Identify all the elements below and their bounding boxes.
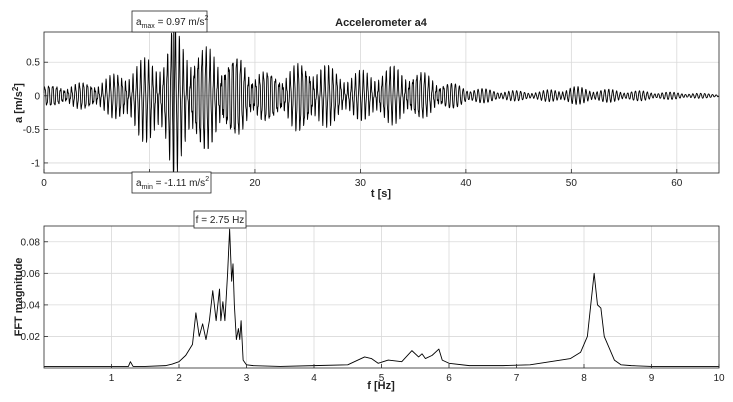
amin-symbol: a bbox=[136, 178, 142, 189]
fft-x-tick-label: 1 bbox=[109, 373, 115, 384]
amax-subscript: max bbox=[142, 23, 156, 30]
time-history-x-tick-label: 60 bbox=[671, 178, 683, 189]
amin-superscript: 2 bbox=[205, 176, 209, 183]
time-history-x-tick-label: 50 bbox=[566, 178, 578, 189]
fft-x-tick-label: 10 bbox=[713, 373, 725, 384]
time-history-x-tick-label: 0 bbox=[41, 178, 47, 189]
peak-frequency-label: f = 2.75 Hz bbox=[196, 215, 245, 226]
time-history-y-tick-label: -0.5 bbox=[23, 125, 41, 136]
fft-y-label: FFT magnitude bbox=[13, 258, 25, 337]
y-label-main: a [m/s bbox=[13, 91, 25, 123]
fft-y-tick-label: 0.06 bbox=[21, 269, 41, 280]
amax-label: amax = 0.97 m/s2 bbox=[136, 15, 209, 30]
annotation-amax: amax = 0.97 m/s2 bbox=[131, 10, 209, 33]
annotation-peak-frequency: f = 2.75 Hz bbox=[193, 210, 247, 229]
y-label-close: ] bbox=[13, 83, 25, 87]
fft-trace bbox=[44, 228, 719, 367]
amin-subscript: min bbox=[142, 184, 153, 191]
time-history-x-tick-label: 30 bbox=[355, 178, 367, 189]
time-history-x-tick-label: 20 bbox=[249, 178, 261, 189]
fft-ticks: 1 2 3 4 5 6 7 8 9 10 0.02 0.04 0.06 0.08 bbox=[21, 237, 725, 384]
fft-y-tick-label: 0.02 bbox=[21, 332, 41, 343]
amax-superscript: 2 bbox=[205, 15, 209, 22]
fft-x-tick-label: 9 bbox=[649, 373, 655, 384]
amin-value: = -1.11 m/s bbox=[153, 178, 205, 189]
amin-box bbox=[131, 171, 212, 194]
time-history-frame bbox=[43, 31, 720, 174]
fft-x-tick-label: 3 bbox=[244, 373, 250, 384]
acceleration-series-line bbox=[43, 24, 720, 182]
fft-x-tick-label: 6 bbox=[446, 373, 452, 384]
fft-y-tick-label: 0.04 bbox=[21, 300, 41, 311]
annotation-amin: amin = -1.11 m/s2 bbox=[131, 171, 212, 194]
fft-series-line bbox=[44, 228, 719, 367]
time-history-y-tick-label: -1 bbox=[31, 158, 40, 169]
time-history-y-tick-label: 0 bbox=[34, 91, 40, 102]
fft-x-tick-label: 4 bbox=[311, 373, 317, 384]
fft-x-tick-label: 8 bbox=[581, 373, 587, 384]
amax-box bbox=[131, 10, 208, 33]
fft-chart: 1 2 3 4 5 6 7 8 9 10 0.02 0.04 0.06 0.08 f [Hz] FFT m… bbox=[13, 210, 725, 392]
y-label-superscript: 2 bbox=[11, 86, 20, 91]
time-history-y-tick-label: 0.5 bbox=[26, 58, 40, 69]
fft-x-label: f [Hz] bbox=[367, 380, 395, 392]
time-history-grid bbox=[43, 32, 719, 173]
peak-frequency-box bbox=[193, 210, 247, 229]
time-history-x-label: t [s] bbox=[371, 188, 392, 200]
fft-x-tick-label: 2 bbox=[176, 373, 182, 384]
amax-value: = 0.97 m/s bbox=[155, 17, 205, 28]
time-history-title: Accelerometer a4 bbox=[335, 17, 428, 29]
amin-label: amin = -1.11 m/s2 bbox=[136, 176, 209, 191]
amax-symbol: a bbox=[136, 17, 142, 28]
acceleration-trace bbox=[43, 24, 720, 182]
time-history-x-tick-label: 40 bbox=[460, 178, 472, 189]
time-history-ticks: 0102030405060-1-0.500.5 bbox=[23, 58, 683, 189]
fft-x-tick-label: 7 bbox=[514, 373, 520, 384]
fft-x-tick-label: 5 bbox=[379, 373, 385, 384]
fft-y-tick-label: 0.08 bbox=[21, 237, 41, 248]
time-history-y-label: a [m/s2] bbox=[11, 83, 25, 123]
